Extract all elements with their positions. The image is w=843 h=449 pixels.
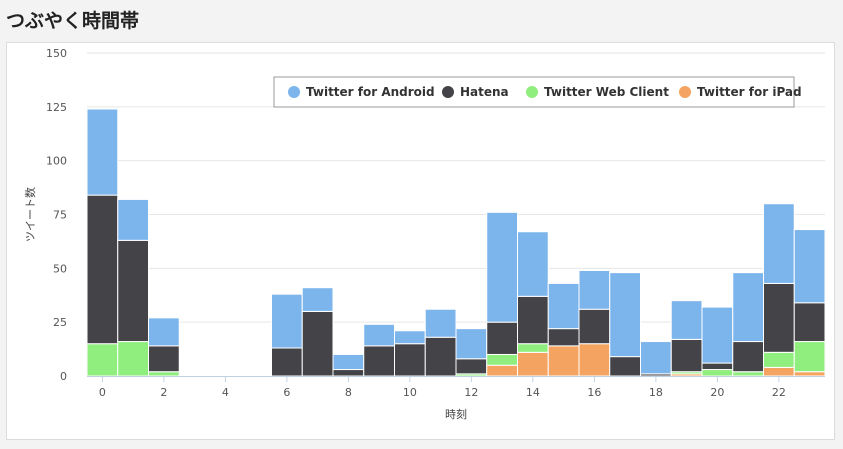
bar-segment[interactable]: [763, 282, 795, 353]
bar-segment[interactable]: [117, 341, 149, 377]
bar-segment[interactable]: [763, 366, 795, 377]
legend-marker: [442, 86, 454, 98]
bar-segment[interactable]: [701, 306, 734, 364]
bars: [86, 108, 826, 377]
bar-segment[interactable]: [517, 351, 549, 377]
x-tick-label: 16: [587, 386, 601, 399]
x-tick-label: 12: [464, 386, 478, 399]
y-tick-label: 50: [53, 262, 67, 275]
bar-segment[interactable]: [640, 341, 672, 375]
bar-segment[interactable]: [301, 287, 334, 312]
chart-panel: 0 25 50 75 100 125 150 0 2 4 6 8 10 12 14 16 18 20 22 ツイート…: [6, 42, 835, 440]
legend-item[interactable]: Twitter Web Client: [526, 85, 669, 99]
axes: 0 25 50 75 100 125 150 0 2 4 6 8 10 12 14 16 18 20 22: [46, 47, 825, 399]
bar-segment[interactable]: [578, 343, 611, 377]
bar-segment[interactable]: [517, 295, 549, 345]
legend-marker: [288, 86, 300, 98]
x-tick-label: 14: [526, 386, 540, 399]
legend-item[interactable]: Twitter for iPad: [679, 85, 802, 99]
bar-segment[interactable]: [547, 345, 580, 377]
y-tick-label: 0: [60, 370, 67, 383]
x-tick-label: 10: [403, 386, 417, 399]
bar-segment[interactable]: [732, 341, 764, 373]
x-tick-label: 18: [649, 386, 663, 399]
bar-segment[interactable]: [271, 347, 303, 377]
legend: Twitter for Android Hatena Twitter Web Cli…: [273, 76, 802, 108]
bar-segment[interactable]: [424, 336, 457, 377]
bar-segment[interactable]: [332, 353, 365, 371]
bar-segment[interactable]: [486, 211, 518, 323]
y-tick-label: 100: [46, 155, 67, 168]
bar-segment[interactable]: [609, 272, 641, 358]
x-tick-label: 4: [222, 386, 229, 399]
bar-segment[interactable]: [455, 358, 488, 375]
bar-segment[interactable]: [86, 343, 119, 377]
bar-segment[interactable]: [670, 338, 703, 373]
bar-segment[interactable]: [486, 321, 518, 355]
legend-label: Twitter for iPad: [697, 85, 802, 99]
bar-segment[interactable]: [701, 362, 734, 371]
bar-segment[interactable]: [578, 308, 611, 345]
bar-segment[interactable]: [763, 203, 795, 284]
bar-segment[interactable]: [547, 282, 580, 330]
bar-segment[interactable]: [148, 345, 180, 373]
bar-segment[interactable]: [793, 341, 826, 373]
bar-segment[interactable]: [271, 293, 303, 349]
y-tick-label: 150: [46, 47, 67, 60]
legend-item[interactable]: Hatena: [442, 85, 509, 99]
bar-segment[interactable]: [117, 239, 149, 343]
bar-segment[interactable]: [148, 317, 180, 347]
x-tick-label: 0: [99, 386, 106, 399]
bar-segment[interactable]: [455, 328, 488, 360]
bar-segment[interactable]: [732, 272, 764, 343]
bar-segment[interactable]: [424, 308, 457, 338]
x-tick-label: 2: [160, 386, 167, 399]
bar-segment[interactable]: [547, 328, 580, 347]
bar-segment[interactable]: [86, 108, 119, 196]
y-axis-title: ツイート数: [24, 187, 37, 242]
bar-segment[interactable]: [486, 353, 518, 366]
bar-segment[interactable]: [486, 364, 518, 377]
page-title: つぶやく時間帯: [6, 10, 140, 32]
bar-segment[interactable]: [148, 371, 180, 377]
bar-segment[interactable]: [793, 302, 826, 343]
legend-label: Twitter for Android: [306, 85, 435, 99]
x-tick-label: 8: [345, 386, 352, 399]
legend-label: Twitter Web Client: [544, 85, 669, 99]
bar-segment[interactable]: [394, 343, 426, 377]
y-tick-label: 125: [46, 101, 67, 114]
bar-segment[interactable]: [363, 323, 395, 347]
bar-segment[interactable]: [793, 371, 826, 377]
bar-segment[interactable]: [517, 343, 549, 353]
x-tick-label: 20: [710, 386, 724, 399]
bar-segment[interactable]: [609, 356, 641, 377]
bar-segment[interactable]: [793, 229, 826, 304]
bar-segment[interactable]: [732, 371, 764, 377]
bar-segment[interactable]: [86, 194, 119, 345]
x-axis-title: 時刻: [445, 407, 467, 421]
bar-segment[interactable]: [517, 231, 549, 297]
legend-marker: [679, 86, 691, 98]
y-tick-label: 25: [53, 316, 67, 329]
bar-segment[interactable]: [394, 330, 426, 345]
bar-segment[interactable]: [301, 310, 334, 377]
bar-segment[interactable]: [117, 198, 149, 241]
bar-segment[interactable]: [363, 345, 395, 377]
y-tick-label: 75: [53, 209, 67, 222]
x-tick-label: 6: [283, 386, 290, 399]
x-tick-label: 22: [772, 386, 786, 399]
bar-segment[interactable]: [763, 351, 795, 368]
legend-marker: [526, 86, 538, 98]
legend-label: Hatena: [460, 85, 509, 99]
tweet-time-chart: 0 25 50 75 100 125 150 0 2 4 6 8 10 12 14 16 18 20 22 ツイート…: [24, 47, 826, 421]
bar-segment[interactable]: [701, 369, 734, 377]
legend-item[interactable]: Twitter for Android: [288, 85, 435, 99]
bar-segment[interactable]: [670, 300, 703, 340]
bar-segment[interactable]: [578, 269, 611, 310]
bar-segment[interactable]: [332, 369, 365, 377]
